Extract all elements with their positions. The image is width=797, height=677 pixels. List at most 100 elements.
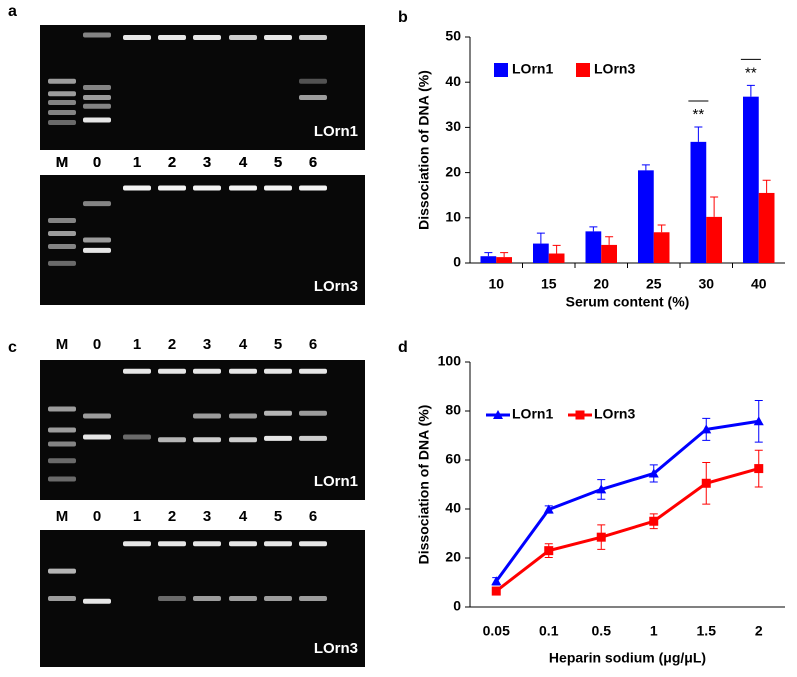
x-tick-label: 1.5 xyxy=(697,623,717,639)
error-bar xyxy=(536,232,545,244)
gel-band xyxy=(48,406,76,412)
y-tick-label: 60 xyxy=(445,451,461,467)
gel-band xyxy=(83,85,111,90)
gel-band xyxy=(229,413,257,419)
y-axis-label: Dissociation of DNA (%) xyxy=(416,70,432,230)
gel-band xyxy=(158,596,186,601)
gel-band xyxy=(299,185,327,191)
lane-label: 0 xyxy=(93,336,101,353)
point xyxy=(701,424,712,434)
bar xyxy=(743,96,759,263)
legend-label: LOrn3 xyxy=(594,61,635,77)
gel-band xyxy=(83,32,111,38)
y-tick-label: 40 xyxy=(445,73,461,89)
gel-band xyxy=(193,368,221,374)
x-tick-label: 20 xyxy=(593,276,609,292)
gel-band xyxy=(48,568,76,574)
lane-label: 3 xyxy=(203,336,211,353)
gel-band xyxy=(229,596,257,601)
gel-band xyxy=(264,541,292,547)
lane-label: 6 xyxy=(309,154,317,171)
x-axis-label: Serum content (%) xyxy=(566,294,690,310)
gel-band xyxy=(48,458,76,464)
x-tick-label: 30 xyxy=(698,276,714,292)
gel-band xyxy=(83,95,111,100)
gel-band xyxy=(299,410,327,416)
lane-label: 3 xyxy=(203,154,211,171)
gel-band xyxy=(264,435,292,441)
lane-label: 2 xyxy=(168,154,176,171)
gel-band xyxy=(299,596,327,601)
gel-band xyxy=(123,368,151,374)
gel-image xyxy=(40,360,365,500)
y-tick-label: 100 xyxy=(438,353,462,369)
gel-band xyxy=(83,117,111,123)
gel-band xyxy=(229,368,257,374)
x-tick-label: 0.1 xyxy=(539,623,559,639)
x-tick-label: 1 xyxy=(650,623,658,639)
gel-band xyxy=(83,434,111,440)
x-tick-label: 10 xyxy=(488,276,504,292)
error-bar xyxy=(605,236,614,245)
gel-band xyxy=(123,541,151,547)
gel-band xyxy=(83,413,111,419)
lane-label: 3 xyxy=(203,508,211,525)
gel-band xyxy=(48,100,76,105)
gel-band xyxy=(229,437,257,443)
lane-label: 2 xyxy=(168,336,176,353)
significance-mark: ** xyxy=(745,64,757,81)
y-tick-label: 80 xyxy=(445,402,461,418)
x-tick-label: 40 xyxy=(751,276,767,292)
error-bar xyxy=(552,244,561,254)
lane-label: 5 xyxy=(274,336,282,353)
gel-band xyxy=(264,410,292,416)
lane-label: 4 xyxy=(239,508,248,525)
lane-label: M xyxy=(56,336,69,353)
bar xyxy=(496,257,512,263)
error-bar xyxy=(484,252,493,257)
lane-label: 3 xyxy=(203,154,211,171)
lane-label: 4 xyxy=(239,336,248,353)
gel-label: LOrn1 xyxy=(314,473,358,490)
gel-band xyxy=(193,413,221,419)
gel-band xyxy=(48,441,76,447)
gel-band xyxy=(193,541,221,547)
legend-label: LOrn3 xyxy=(594,406,635,422)
gel-band xyxy=(48,91,76,97)
lane-label: 1 xyxy=(133,336,141,353)
y-tick-label: 20 xyxy=(445,163,461,179)
gel-band xyxy=(158,541,186,547)
gel-band xyxy=(229,185,257,191)
lane-label: 6 xyxy=(309,336,317,353)
gel-band xyxy=(193,437,221,443)
gel-band xyxy=(83,598,111,604)
gel-band xyxy=(48,427,76,433)
gel-label: LOrn3 xyxy=(314,640,358,657)
gel-band xyxy=(229,35,257,40)
gel-band xyxy=(83,201,111,207)
lane-label: M xyxy=(56,508,69,525)
gel-band xyxy=(299,435,327,441)
lane-label: 1 xyxy=(133,154,141,171)
gel-band xyxy=(299,35,327,40)
gel-band xyxy=(48,476,76,482)
point xyxy=(754,464,764,474)
error-bar xyxy=(657,224,666,233)
gel-band xyxy=(158,368,186,374)
y-tick-label: 30 xyxy=(445,118,461,134)
error-bar xyxy=(589,226,598,232)
bar xyxy=(690,141,707,263)
gel-band xyxy=(123,185,151,191)
gel-band xyxy=(48,110,76,115)
gel-band xyxy=(193,35,221,40)
error-bar xyxy=(762,179,771,193)
y-axis-label: Dissociation of DNA (%) xyxy=(416,405,432,565)
gel-band xyxy=(264,596,292,601)
panel-letter: b xyxy=(398,9,408,26)
bar xyxy=(758,192,775,263)
legend-swatch xyxy=(576,63,590,77)
gel-band xyxy=(299,95,327,100)
gel-band xyxy=(264,185,292,191)
lane-label: 0 xyxy=(93,508,101,525)
